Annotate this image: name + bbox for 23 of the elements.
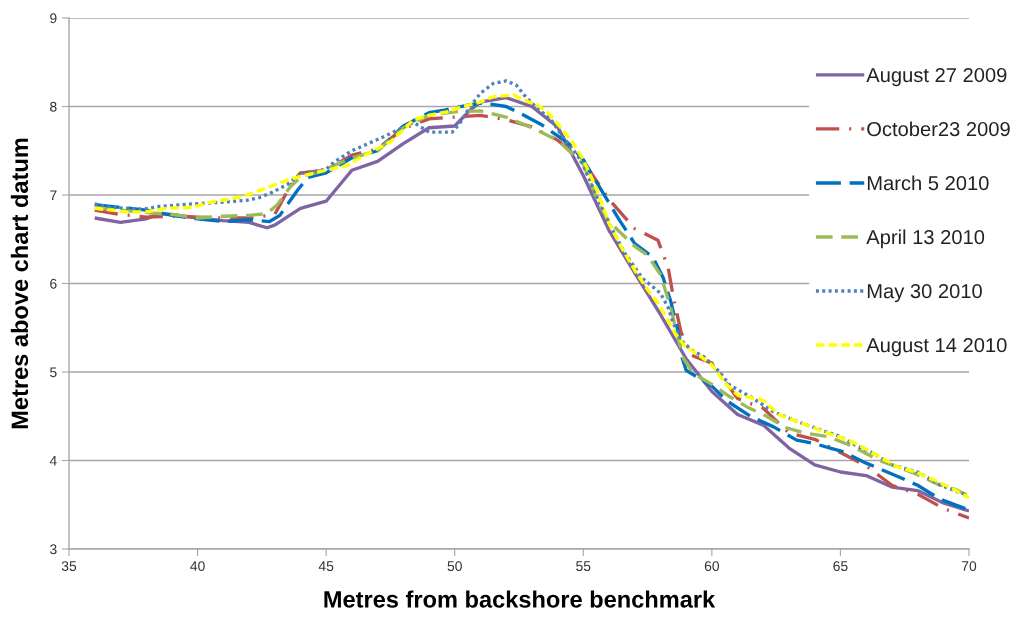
legend-label: March 5 2010 — [867, 175, 989, 191]
y-tick-label: 9 — [50, 13, 57, 24]
y-axis-title: Metres above chart datum — [10, 138, 29, 429]
x-tick-label: 70 — [961, 561, 977, 572]
legend-label: August 14 2010 — [866, 338, 1007, 357]
y-tick-label: 3 — [50, 544, 57, 555]
y-tick-label: 5 — [50, 367, 57, 378]
y-tick-label: 4 — [49, 455, 57, 466]
x-tick-label: 50 — [447, 561, 462, 572]
x-axis-title: Metres from backshore benchmark — [324, 590, 716, 608]
x-tick-label: 60 — [704, 561, 720, 572]
x-tick-label: 35 — [61, 561, 77, 572]
legend-label: April 13 2010 — [866, 229, 985, 249]
x-tick-label: 40 — [190, 561, 205, 572]
legend-label: August 27 2009 — [866, 67, 1007, 87]
x-tick-label: 65 — [833, 561, 848, 572]
y-tick-label: 8 — [50, 101, 57, 112]
y-tick-label: 7 — [50, 190, 57, 201]
legend-label: May 30 2010 — [867, 283, 982, 303]
x-tick-label: 55 — [576, 561, 591, 572]
legend-label: October23 2009 — [867, 121, 1010, 137]
x-tick-label: 45 — [318, 561, 334, 572]
y-tick-label: 6 — [50, 278, 57, 289]
